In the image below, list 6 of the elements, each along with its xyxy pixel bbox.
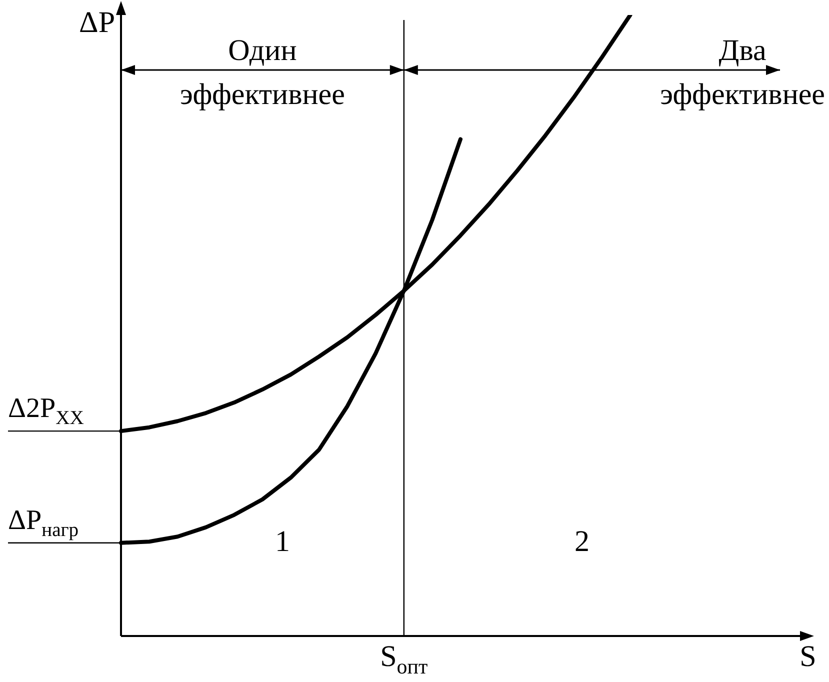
annotation: 1 — [274, 525, 290, 558]
annotation: Два эффективнее — [660, 34, 826, 111]
annotation: 2 — [574, 525, 590, 558]
y-axis-title: ΔP — [79, 6, 116, 39]
x-axis-title: S — [800, 640, 816, 673]
annotation: Один эффективнее — [180, 34, 345, 111]
